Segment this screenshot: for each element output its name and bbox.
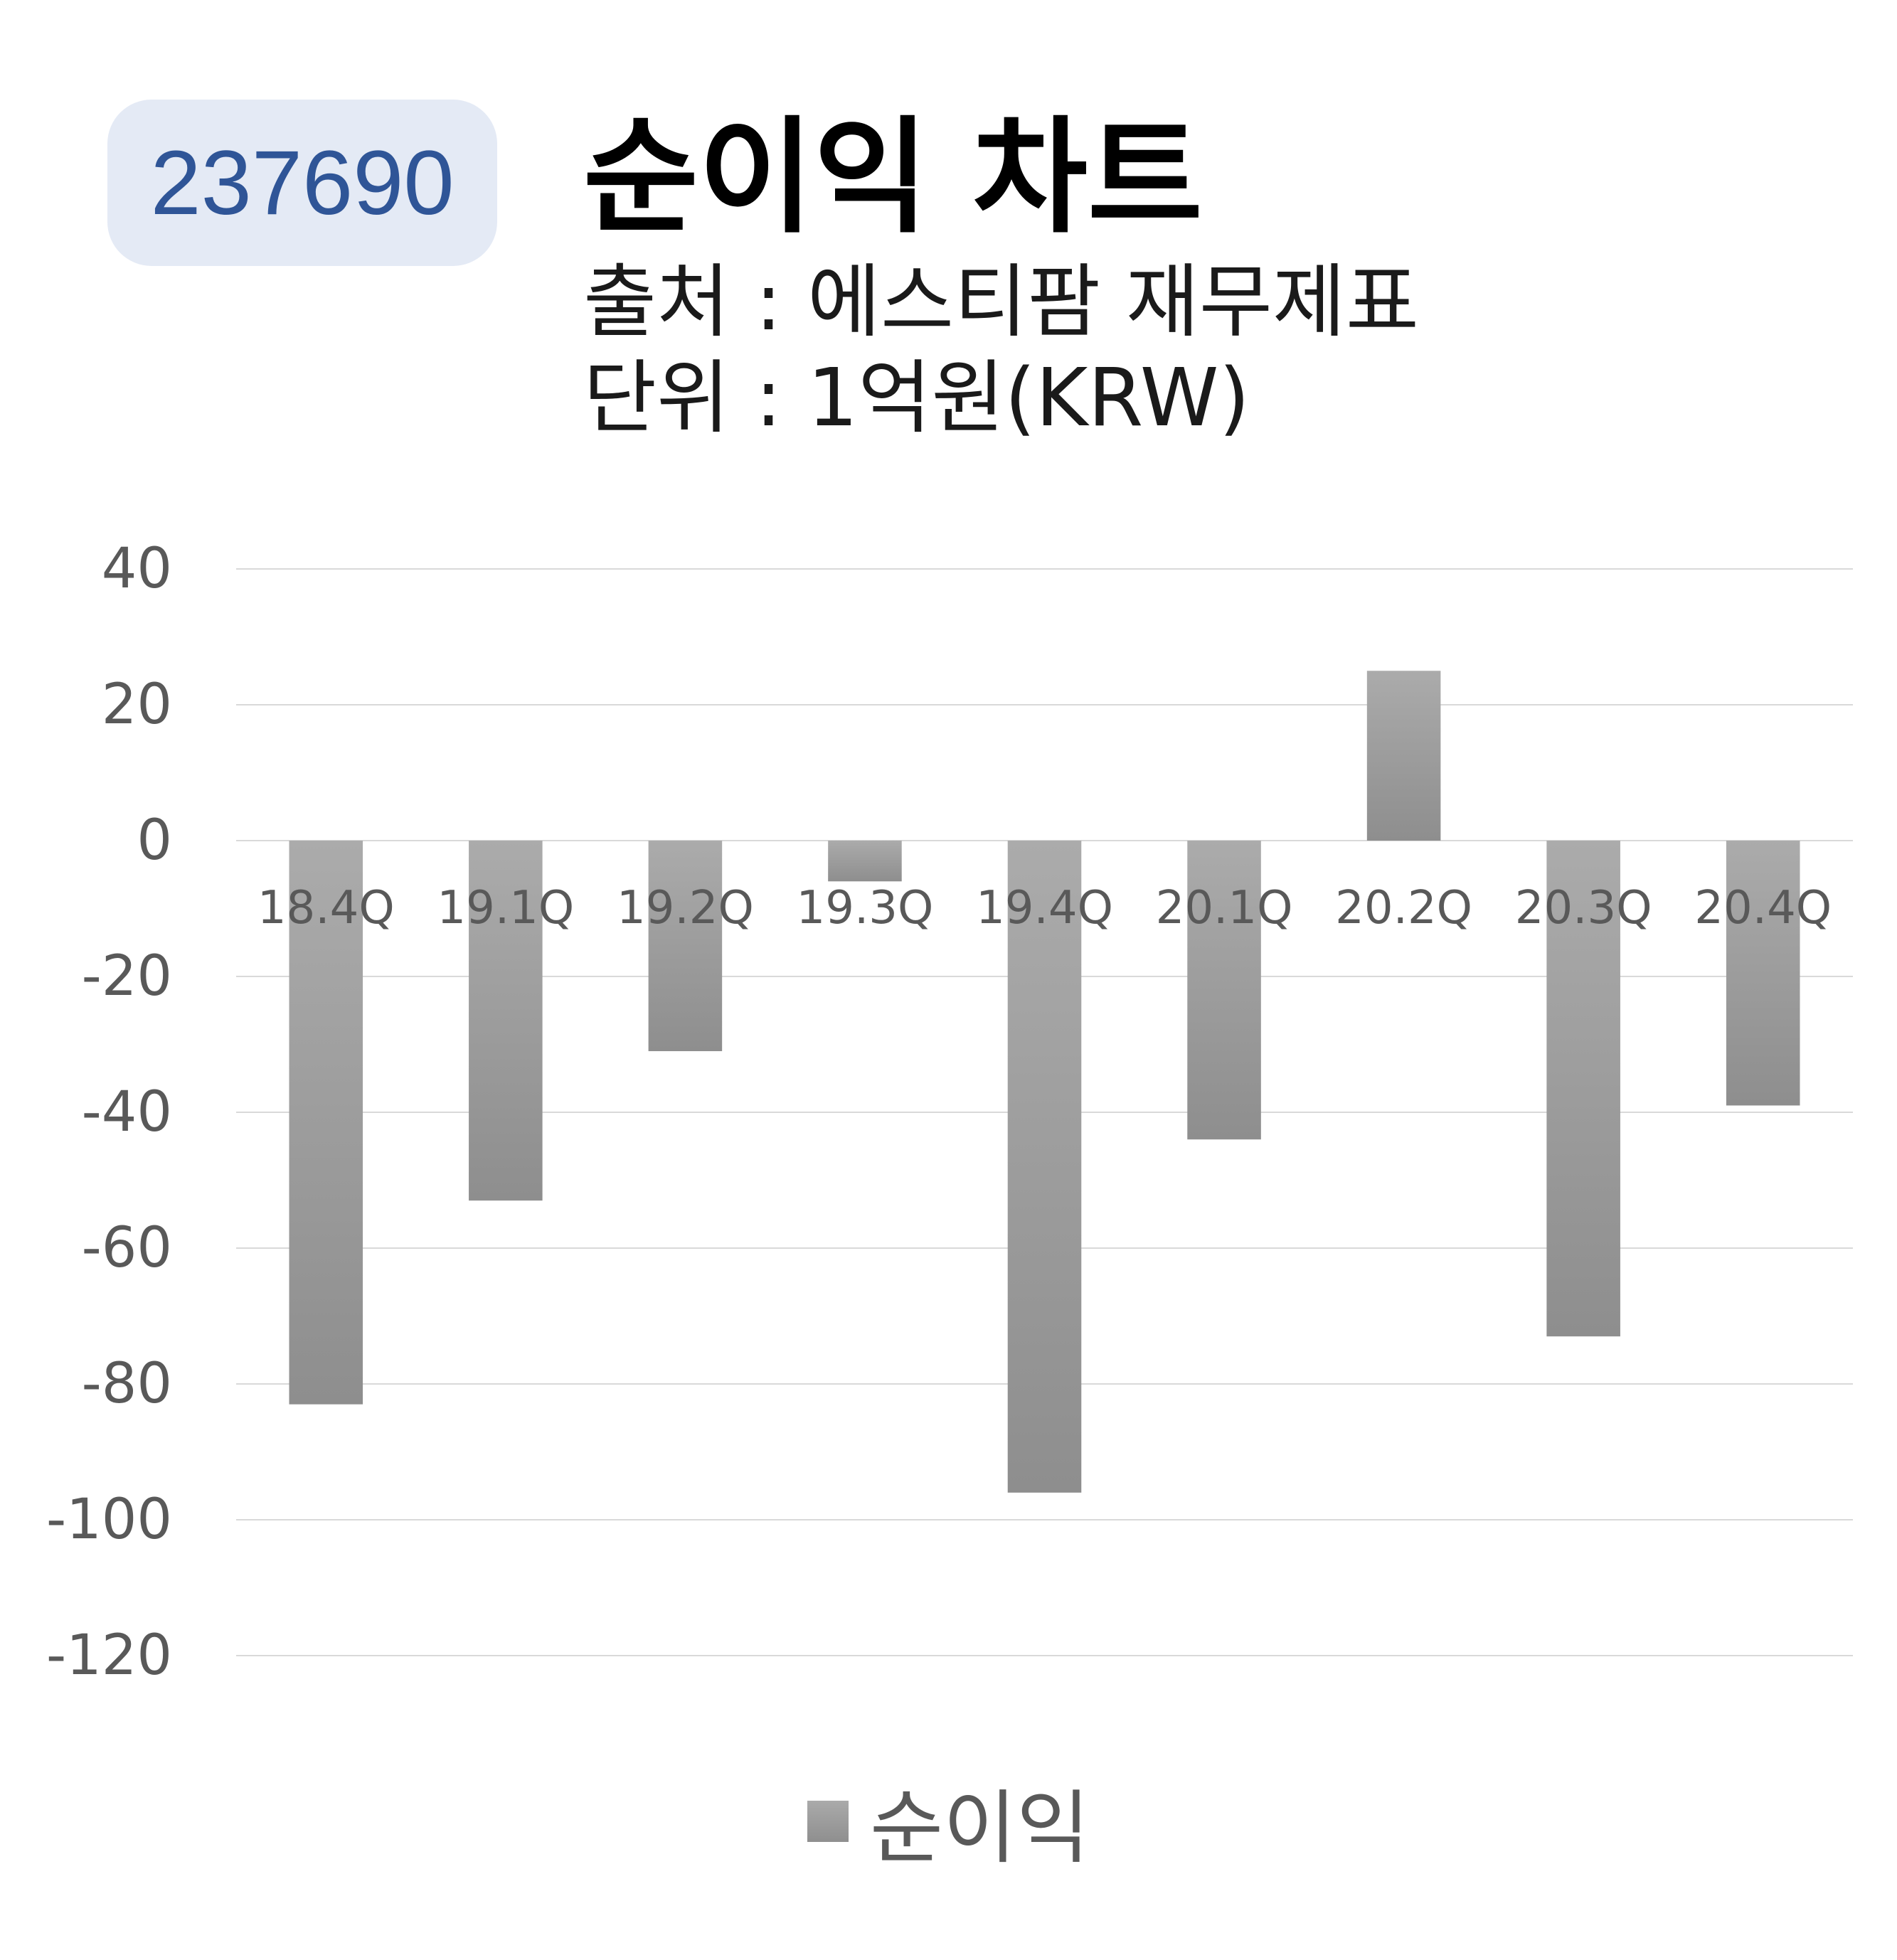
chart-title: 순이익 차트: [583, 105, 1203, 250]
bar-20.2Q: [1366, 671, 1441, 841]
stock-code: 237690: [150, 132, 455, 234]
y-tick-label: -60: [82, 1216, 172, 1280]
bar-19.1Q: [469, 841, 543, 1201]
bar-19.2Q: [648, 841, 723, 1052]
bars: [289, 671, 1800, 1493]
bar-20.4Q: [1726, 841, 1800, 1106]
x-tick-label: 19.3Q: [797, 882, 934, 934]
y-tick-label: -100: [46, 1488, 172, 1552]
bar-19.3Q: [828, 841, 902, 882]
y-tick-label: -20: [82, 944, 172, 1008]
y-tick-label: 20: [102, 673, 172, 737]
bar-19.4Q: [1007, 841, 1082, 1493]
x-tick-label: 20.2Q: [1335, 882, 1472, 934]
legend: 순이익: [0, 1764, 1897, 1879]
y-tick-label: 40: [102, 537, 172, 601]
y-tick-label: 0: [137, 809, 172, 873]
y-tick-label: -40: [82, 1080, 172, 1144]
chart-unit: 단위 : 1억원(KRW): [583, 352, 1250, 444]
x-tick-label: 19.2Q: [617, 882, 754, 934]
bar-18.4Q: [289, 841, 363, 1405]
x-tick-label: 19.1Q: [437, 882, 574, 934]
x-tick-label: 20.4Q: [1694, 882, 1832, 934]
stock-code-badge: 237690: [107, 100, 497, 266]
x-axis-ticks: 18.4Q 19.1Q 19.2Q 19.3Q 19.4Q 20.1Q 20.2Q 20.3Q…: [257, 882, 1832, 934]
y-axis-ticks: 40 20 0 -20 -40 -60 -80 -100 -120: [46, 537, 172, 1688]
chart-source: 출처 : 에스티팜 재무제표: [583, 256, 1419, 348]
legend-swatch: [807, 1801, 849, 1842]
x-tick-label: 20.3Q: [1515, 882, 1652, 934]
y-tick-label: -120: [46, 1624, 172, 1688]
legend-label: 순이익: [869, 1782, 1090, 1875]
bar-20.1Q: [1187, 841, 1261, 1140]
y-tick-label: -80: [82, 1352, 172, 1416]
bar-20.3Q: [1546, 841, 1620, 1337]
x-tick-label: 18.4Q: [257, 882, 395, 934]
x-tick-label: 19.4Q: [976, 882, 1113, 934]
x-tick-label: 20.1Q: [1156, 882, 1293, 934]
